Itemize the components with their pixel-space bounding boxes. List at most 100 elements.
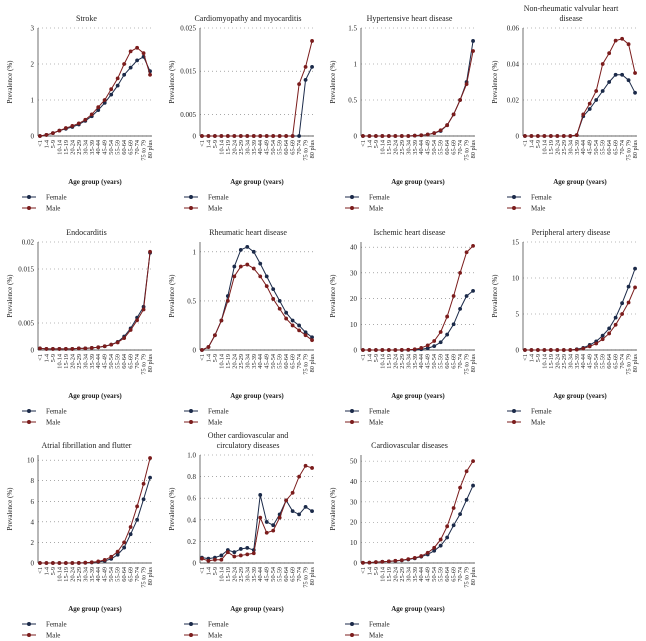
point [471,288,475,293]
point [238,134,243,138]
point [386,134,391,138]
point [425,132,430,137]
point [231,134,236,138]
point [464,497,469,502]
series-line [201,245,312,350]
point [445,123,450,128]
x-axis-label: Age group (years) [391,178,445,186]
series-line [362,460,474,564]
point [471,459,475,464]
panel-title: Non-rheumatic valvular heart disease [523,4,619,23]
x-tick-label: <1 [37,140,44,147]
y-tick-label: 40 [350,243,358,251]
point [122,72,127,77]
x-tick-label: 65-69 [289,140,296,155]
point [264,520,269,524]
point [109,554,114,559]
x-tick-label: 75 to 79 [302,354,309,375]
point [264,283,269,288]
point [89,345,94,350]
point [361,134,365,138]
legend-label: Female [208,407,229,415]
point [148,72,152,77]
x-tick-label: 1-4 [528,139,535,148]
y-axis-label: Prevalence (%) [491,273,499,317]
x-tick-label: 50-54 [593,353,600,369]
point [541,347,546,352]
x-tick-label: 60-64 [606,353,613,369]
point [225,134,230,138]
point [587,107,592,111]
legend-label: Female [369,194,390,202]
y-tick-label: 10 [350,539,358,547]
x-tick-label: 40-44 [257,353,264,369]
point [231,554,236,559]
y-axis-label: Prevalence (%) [329,487,337,531]
point [76,345,81,350]
x-tick-label: 70-74 [134,566,141,582]
y-tick-label: 0 [192,346,196,354]
point [225,550,230,555]
legend-label: Male [208,418,222,426]
legend-marker [350,206,354,210]
y-tick-label: 30 [350,269,358,277]
x-tick-label: 75 to 79 [625,140,632,161]
y-tick-label: 0 [515,133,519,141]
x-axis-label: Age group (years) [230,178,284,186]
x-tick-label: 30-34 [405,566,412,582]
x-tick-label: 75 to 79 [141,140,148,161]
y-axis-label: Prevalence (%) [329,60,337,104]
x-tick-label: 1-4 [43,353,50,362]
point [76,560,81,565]
point [244,545,249,550]
x-tick-label: 35-39 [573,140,580,155]
point [458,270,463,275]
series-line [201,66,313,137]
point [83,560,88,565]
point [600,336,605,341]
x-tick-label: 50-54 [593,139,600,155]
point [122,62,127,66]
point [438,339,443,344]
x-tick-label: 80 plus [309,139,316,158]
series-line [524,38,636,137]
point [270,286,275,291]
x-tick-label: 25-29 [560,354,567,369]
point [38,561,42,565]
point [632,266,637,271]
point [406,134,411,138]
x-tick-label: 20-24 [231,139,238,155]
point [277,298,282,303]
y-tick-label: 0 [354,560,358,568]
y-tick-label: 0.02 [506,97,519,105]
point [218,318,223,322]
x-tick-label: <1 [521,140,528,147]
x-tick-label: 75 to 79 [141,354,148,375]
point [303,329,307,334]
x-tick-label: 75 to 79 [464,140,471,161]
point [238,547,243,551]
point [199,556,204,561]
x-tick-label: 20-24 [69,353,76,369]
point [548,134,553,138]
point [458,512,463,516]
point [373,347,378,352]
point [296,82,301,87]
x-tick-label: 50-54 [108,566,115,582]
panel: Endocarditis 0 0.005 0.015 0.02 Prevalence (%… [0,214,161,427]
point [122,335,127,340]
point [50,346,55,351]
point [303,332,307,337]
point [238,553,243,558]
legend-marker [27,195,31,199]
point [619,311,624,316]
point [96,344,101,349]
point [574,347,579,352]
legend-marker [27,419,31,424]
y-axis-label: Prevalence (%) [6,60,14,104]
point [135,517,140,522]
point [367,347,372,352]
y-axis-label: Prevalence (%) [168,60,176,104]
legend-label: Female [208,621,229,629]
